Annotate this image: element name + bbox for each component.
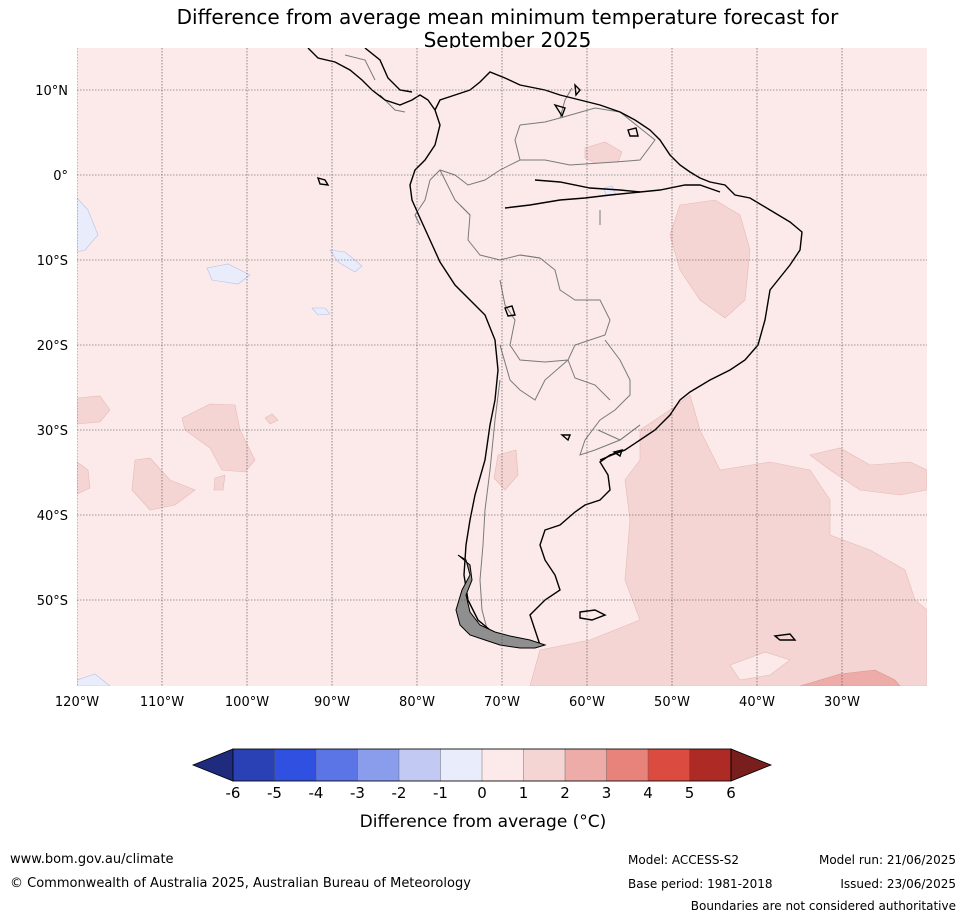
colorbar-tick-label: 4 [643, 784, 653, 802]
anomaly-patch-atlantic-east [809, 447, 927, 496]
anomaly-patch-brazil [669, 199, 751, 319]
colorbar-tick-label: -6 [226, 784, 241, 802]
colorbar-swatch [232, 748, 276, 782]
colorbar-tick-label: 5 [685, 784, 695, 802]
cool-patch-1 [77, 197, 99, 253]
colorbar-extend-low [191, 748, 234, 782]
anomaly-patch-pacific-4 [77, 461, 91, 495]
copyright-text: © Commonwealth of Australia 2025, Austra… [10, 876, 471, 891]
cool-patch-3 [329, 249, 363, 273]
colorbar-tick-label: 2 [560, 784, 570, 802]
anomaly-patch-chile-coast [493, 449, 519, 491]
graticule [77, 48, 927, 686]
issued-text: Issued: 23/06/2025 [840, 877, 956, 891]
colorbar-tick-labels: -6 -5 -4 -3 -2 -1 0 1 2 3 4 5 6 [226, 784, 736, 802]
cool-patch-4 [311, 307, 331, 316]
colorbar-extend-high [730, 748, 773, 782]
colorbar-swatch [440, 748, 483, 782]
anomaly-patch-pacific-2 [131, 457, 196, 511]
colorbar-tick-label: 1 [519, 784, 529, 802]
colorbar-tick-label: -5 [267, 784, 282, 802]
lon-label: 90°W [314, 695, 350, 710]
lat-label: 40°S [37, 509, 68, 524]
colorbar [191, 748, 773, 782]
lon-label: 80°W [399, 695, 435, 710]
anomaly-patch-small-chile [213, 474, 226, 491]
longitude-labels: 120°W 110°W 100°W 90°W 80°W 70°W 60°W 50… [55, 695, 860, 710]
colorbar-swatch [398, 748, 442, 782]
base-period-text: Base period: 1981-2018 [628, 877, 773, 891]
cool-patch-6 [77, 673, 111, 686]
anomaly-patch-strong [799, 669, 901, 686]
country-borders [344, 54, 656, 641]
lon-label: 110°W [140, 695, 184, 710]
colorbar-swatch [647, 748, 691, 782]
lon-label: 50°W [654, 695, 690, 710]
colorbar-tick-label: 6 [726, 784, 736, 802]
model-text: Model: ACCESS-S2 [628, 853, 740, 867]
anomaly-patch-pacific-1 [181, 403, 256, 473]
map-title: Difference from average mean minimum tem… [0, 6, 965, 52]
anomaly-island-south [729, 651, 791, 681]
anomaly-patch-small-pacific [264, 413, 279, 425]
anomaly-contours [77, 48, 927, 686]
lat-label: 10°N [35, 84, 68, 99]
colorbar-swatch [689, 748, 732, 782]
patagonia-islands [455, 554, 547, 649]
colorbar-tick-label: -3 [350, 784, 365, 802]
coastlines [307, 48, 803, 646]
colorbar-swatch [481, 748, 525, 782]
colorbar-frame [232, 748, 732, 782]
colorbar-tick-label: 3 [602, 784, 612, 802]
colorbar-tick-label: -4 [309, 784, 324, 802]
colorbar-swatch [606, 748, 649, 782]
lat-label: 30°S [37, 424, 68, 439]
colorbar-tick-label: -2 [392, 784, 407, 802]
colorbar-swatch [315, 748, 359, 782]
title-line-1: Difference from average mean minimum tem… [176, 5, 839, 29]
latitude-labels: 10°N 0° 10°S 20°S 30°S 40°S 50°S [35, 84, 68, 609]
anomaly-patch-pacific-3 [77, 395, 111, 425]
cool-patch-2 [206, 263, 251, 285]
title-line-2: September 2025 [423, 28, 592, 52]
lon-label: 70°W [484, 695, 520, 710]
lon-label: 30°W [824, 695, 860, 710]
disclaimer-text: Boundaries are not considered authoritat… [690, 899, 956, 913]
lat-label: 10°S [37, 254, 68, 269]
lat-label: 20°S [37, 339, 68, 354]
lat-label: 0° [53, 169, 68, 184]
colorbar-swatch [274, 748, 317, 782]
colorbar-tick-label: 0 [477, 784, 487, 802]
model-run-text: Model run: 21/06/2025 [818, 853, 956, 867]
lon-label: 60°W [569, 695, 605, 710]
colorbar-swatch [564, 748, 608, 782]
lon-label: 100°W [225, 695, 269, 710]
colorbar-swatch [523, 748, 566, 782]
lat-label: 50°S [37, 594, 68, 609]
lon-label: 120°W [55, 695, 99, 710]
colorbar-label: Difference from average (°C) [360, 812, 607, 832]
website-link[interactable]: www.bom.gov.au/climate [10, 852, 174, 867]
colorbar-swatch [357, 748, 400, 782]
colorbar-tick-label: -1 [433, 784, 448, 802]
lon-label: 40°W [739, 695, 775, 710]
